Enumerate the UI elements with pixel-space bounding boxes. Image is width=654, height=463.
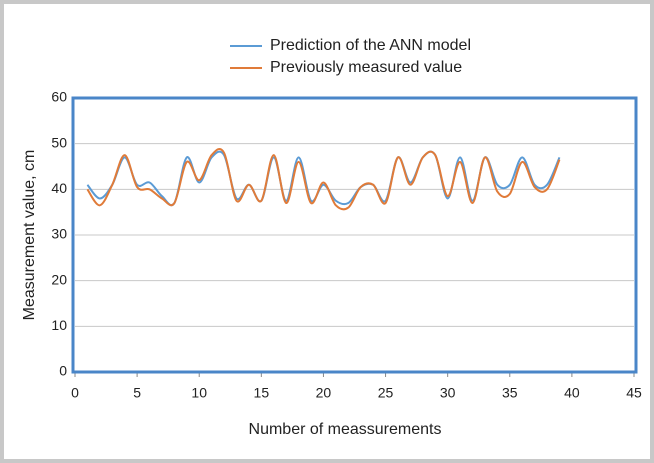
x-tick-label: 45 — [626, 385, 642, 401]
y-tick-label: 50 — [51, 134, 67, 150]
x-tick-label: 10 — [191, 385, 207, 401]
x-tick-label: 15 — [254, 385, 270, 401]
plot-border — [71, 96, 638, 374]
x-tick-label: 0 — [71, 385, 79, 401]
y-tick-label: 0 — [59, 363, 67, 379]
x-axis-label: Number of meassurements — [249, 421, 442, 438]
x-tick-label: 35 — [502, 385, 518, 401]
y-tick-label: 10 — [51, 317, 67, 333]
x-tick-label: 5 — [133, 385, 141, 401]
x-tick-label: 30 — [440, 385, 456, 401]
y-axis-label: Measurement value, cm — [21, 150, 38, 321]
x-tick-label: 25 — [378, 385, 394, 401]
legend-label: Prediction of the ANN model — [270, 37, 471, 54]
y-tick-label: 30 — [51, 226, 67, 242]
x-tick-label: 40 — [564, 385, 580, 401]
y-tick-label: 60 — [51, 89, 67, 105]
y-tick-label: 40 — [51, 180, 67, 196]
series-line — [86, 147, 561, 211]
legend-label: Previously measured value — [270, 59, 462, 76]
x-tick-label: 20 — [316, 385, 332, 401]
y-tick-label: 20 — [51, 271, 67, 287]
